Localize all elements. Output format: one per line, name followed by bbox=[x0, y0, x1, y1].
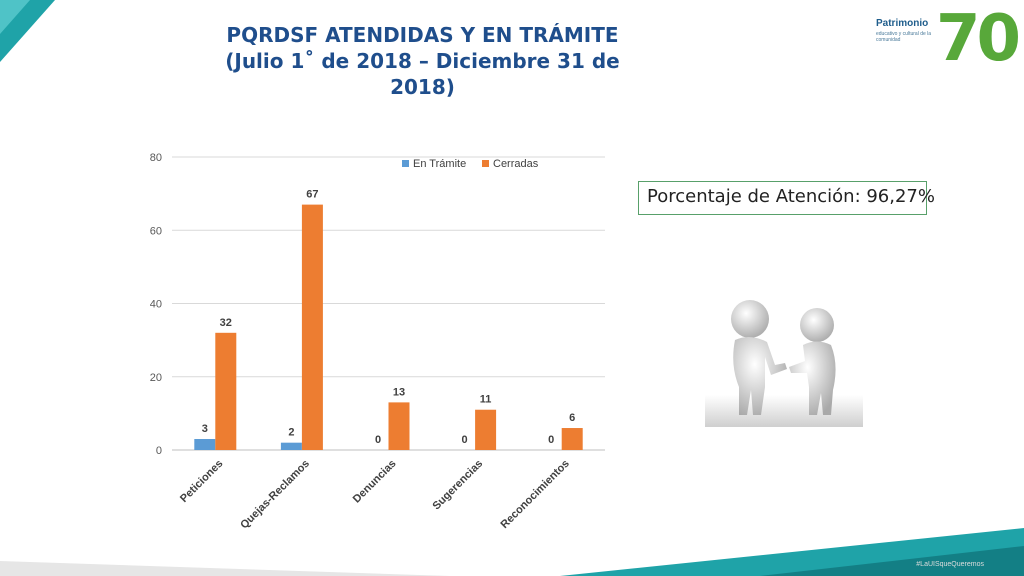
data-label-1-1: 67 bbox=[306, 189, 318, 201]
bar-1-3 bbox=[475, 409, 497, 450]
data-label-0-0: 3 bbox=[202, 423, 208, 435]
logo-subtext: educativo y cultural de la comunidad bbox=[876, 31, 932, 43]
data-label-0-3: 0 bbox=[462, 434, 468, 446]
footer-band-decoration bbox=[0, 528, 1024, 576]
y-tick-label-1: 20 bbox=[150, 372, 162, 384]
bar-0-0 bbox=[194, 439, 216, 450]
y-tick-label-4: 80 bbox=[150, 152, 162, 164]
legend-label-1: Cerradas bbox=[493, 158, 539, 170]
bar-1-4 bbox=[561, 428, 583, 450]
y-tick-label-3: 60 bbox=[150, 225, 162, 237]
title-line-1: PQRDSF ATENDIDAS Y EN TRÁMITE bbox=[226, 23, 619, 47]
title-line-3: 2018) bbox=[390, 75, 455, 99]
legend-swatch-1 bbox=[482, 160, 489, 167]
data-label-1-2: 13 bbox=[393, 386, 405, 398]
title-line-2: (Julio 1˚ de 2018 – Diciembre 31 de bbox=[225, 49, 620, 73]
bar-1-2 bbox=[388, 402, 410, 450]
data-label-1-4: 6 bbox=[569, 412, 575, 424]
data-label-1-3: 11 bbox=[480, 394, 492, 406]
x-tick-label-0: Peticiones bbox=[178, 458, 225, 505]
page-title: PQRDSF ATENDIDAS Y EN TRÁMITE (Julio 1˚ … bbox=[205, 22, 640, 100]
y-tick-label-0: 0 bbox=[156, 445, 162, 457]
data-label-0-1: 2 bbox=[288, 427, 294, 439]
handshake-figures-image bbox=[705, 300, 863, 427]
bar-1-1 bbox=[301, 204, 323, 450]
data-label-1-0: 32 bbox=[220, 317, 232, 329]
data-label-0-2: 0 bbox=[375, 434, 381, 446]
attention-percentage-box: Porcentaje de Atención: 96,27% bbox=[638, 181, 935, 215]
y-tick-label-2: 40 bbox=[150, 299, 162, 311]
bar-1-0 bbox=[215, 332, 237, 450]
data-label-0-4: 0 bbox=[548, 434, 554, 446]
legend-swatch-0 bbox=[402, 160, 409, 167]
legend-label-0: En Trámite bbox=[413, 158, 466, 170]
bar-chart: 020406080332Peticiones267Quejas-Reclamos… bbox=[150, 152, 605, 531]
hashtag-text: #LaUISqueQueremos bbox=[916, 561, 984, 568]
x-tick-label-3: Sugerencias bbox=[430, 458, 485, 513]
teal-corner-decoration bbox=[0, 0, 55, 62]
institution-logo: Patrimonio educativo y cultural de la co… bbox=[876, 2, 1021, 76]
logo-number: 70 bbox=[936, 2, 1021, 76]
x-tick-label-2: Denuncias bbox=[351, 458, 399, 506]
logo-text: Patrimonio bbox=[876, 18, 929, 29]
bar-0-1 bbox=[280, 442, 302, 450]
